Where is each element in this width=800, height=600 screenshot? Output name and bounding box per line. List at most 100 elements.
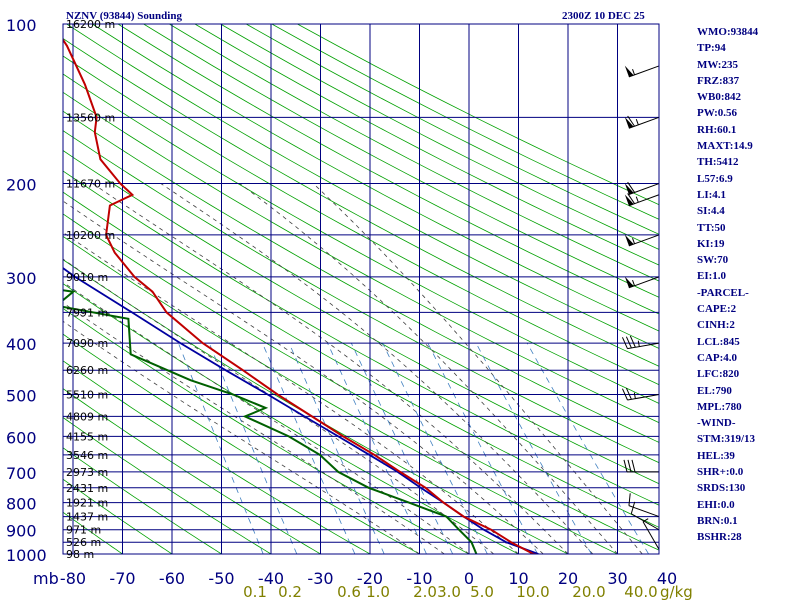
temperature-tick-label: 40 [657, 569, 677, 588]
temperature-tick-label: -10 [406, 569, 432, 588]
dry-adiabat [63, 38, 659, 367]
pressure-tick-label: 800 [6, 495, 37, 514]
height-label: 11670 m [66, 178, 115, 191]
wind-barb-shaft [628, 505, 660, 518]
dry-adiabat [66, 24, 659, 349]
height-label: 6260 m [66, 364, 108, 377]
stat-item: PW:0.56 [697, 107, 738, 120]
temperature-tick-label: 30 [607, 569, 627, 588]
height-label: 7090 m [66, 337, 108, 350]
temperature-tick-label: -40 [258, 569, 284, 588]
stat-item: L57:6.9 [697, 172, 733, 185]
mixing-ratio-label: 0.6 [337, 583, 361, 600]
wind-barb-shaft [627, 342, 660, 350]
dry-adiabat [63, 388, 321, 554]
wind-barb [624, 65, 660, 78]
stat-item: WMO:93844 [697, 26, 759, 38]
height-label: 1921 m [66, 497, 108, 510]
moist-adiabat [63, 302, 445, 554]
dry-adiabat [63, 55, 659, 386]
wind-barbs [621, 65, 660, 550]
stat-item: WB0:842 [697, 91, 741, 104]
wind-barb-shaft [628, 194, 660, 207]
wind-barb-full [630, 501, 636, 514]
stat-item: TP:94 [697, 42, 726, 55]
stat-item: SHR+:0.0 [697, 466, 744, 479]
pressure-unit-label: mb [33, 569, 59, 588]
wind-barb [624, 115, 660, 129]
temperature-tick-label: -50 [208, 569, 234, 588]
height-label: 16200 m [66, 18, 115, 31]
stat-item: TH:5412 [697, 156, 739, 169]
wind-barb-half [633, 392, 636, 399]
mixing-ratio-label: 1.0 [366, 583, 390, 600]
mixing-ratio-line [350, 342, 454, 554]
stat-item: MAXT:14.9 [697, 140, 753, 153]
wind-barb-shaft [627, 393, 660, 401]
temperature-tick-label: 20 [558, 569, 578, 588]
moist-adiabat [160, 183, 594, 554]
stat-item: SI:4.4 [697, 205, 725, 218]
stat-item: CINH:2 [697, 319, 735, 332]
moist-adiabat [63, 231, 519, 554]
wind-barb [630, 501, 660, 531]
dry-adiabat [92, 24, 659, 332]
grid-lines [63, 24, 659, 554]
pressure-tick-label: 700 [6, 464, 37, 483]
wind-barb-full [628, 493, 631, 506]
stat-item: -PARCEL- [697, 286, 749, 299]
stats-panel: WMO:93844 TP:94 MW:235 FRZ:837 WB0:842 PW:0.5… [697, 24, 758, 546]
dry-adiabat [63, 170, 659, 506]
stat-item: SRDS:130 [697, 482, 746, 495]
temperature-line [63, 37, 541, 554]
height-label: 3546 m [66, 449, 108, 462]
wind-barb-full [631, 459, 636, 473]
moist-adiabat [239, 183, 618, 554]
temperature-tick-label: -30 [307, 569, 333, 588]
plot-frame [62, 23, 660, 555]
stat-item: CAPE:2 [697, 303, 737, 316]
stat-item: KI:19 [697, 237, 725, 250]
stat-item: EL:790 [697, 384, 732, 397]
wind-barb [624, 181, 660, 195]
wind-barb-half [632, 237, 636, 244]
stat-item: SW:70 [697, 254, 729, 267]
mixing-ratio-unit: g/kg [660, 583, 693, 600]
stat-item: EHI:0.0 [697, 498, 735, 511]
temperature-tick-label: -80 [60, 569, 86, 588]
wind-barb-flag [624, 183, 634, 195]
stat-item: RH:60.1 [697, 123, 737, 136]
dry-adiabat [63, 417, 272, 554]
wind-barb [621, 335, 660, 350]
height-label: 5510 m [66, 388, 108, 401]
wind-barb [623, 459, 659, 473]
stat-item: CAP:4.0 [697, 351, 738, 364]
valid-time: 2300Z 10 DEC 25 [562, 10, 645, 22]
wind-barb-flag [624, 276, 634, 288]
height-label: 4809 m [66, 410, 108, 423]
mixing-ratio-label: 40.0 [624, 583, 657, 600]
wind-barb-shaft [628, 65, 660, 78]
mixing-ratio-line [526, 342, 649, 554]
pressure-tick-label: 600 [6, 428, 37, 447]
stat-item: STM:319/13 [697, 433, 756, 446]
dewpoint-line [63, 289, 478, 554]
wind-barb [628, 493, 660, 518]
wind-barb-shaft [628, 116, 660, 129]
pressure-tick-label: 100 [6, 16, 37, 35]
wind-barb-full [621, 337, 628, 349]
wind-barb-full [627, 115, 635, 127]
wind-barb-shaft [628, 276, 660, 289]
wind-barb-full [627, 459, 632, 473]
mixing-ratio-line [427, 342, 538, 554]
mixing-ratio-label: 5.0 [470, 583, 494, 600]
stat-item: LFC:820 [697, 368, 740, 381]
wind-barb [624, 193, 660, 207]
stat-item: -WIND- [697, 417, 736, 430]
wind-barb-shaft [631, 513, 660, 531]
height-label: 971 m [66, 524, 101, 537]
wind-barb-half [635, 119, 639, 126]
wind-barb [624, 234, 660, 247]
temperature-tick-label: 10 [508, 569, 528, 588]
temperature-tick-label: 0 [464, 569, 474, 588]
